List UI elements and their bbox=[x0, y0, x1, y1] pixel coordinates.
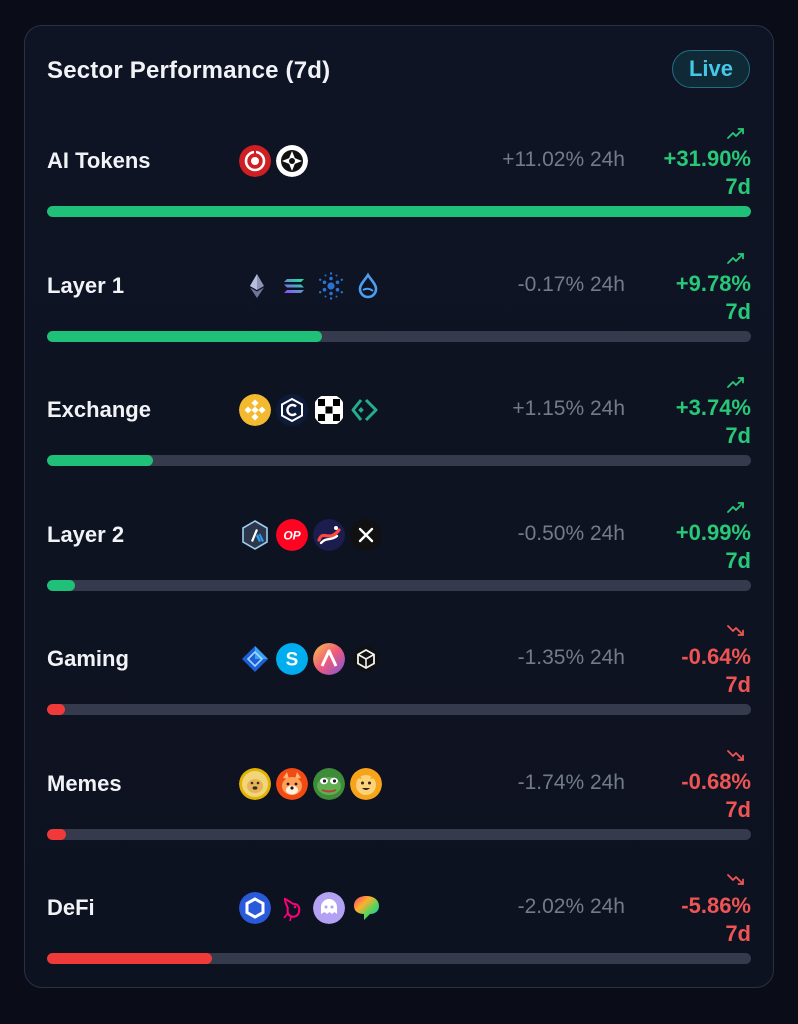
axie-coin-icon bbox=[313, 643, 345, 675]
change-7d: -0.68% bbox=[681, 768, 751, 794]
sector-name: Layer 1 bbox=[47, 272, 125, 298]
change-7d: +0.99% bbox=[675, 519, 751, 545]
cronos-coin-icon bbox=[276, 394, 308, 426]
change-24h: -0.50% 24h bbox=[517, 521, 625, 545]
performance-bar-fill bbox=[47, 455, 153, 466]
change-24h: -1.74% 24h bbox=[517, 770, 625, 794]
performance-bar-fill bbox=[47, 206, 751, 217]
sui-coin-icon bbox=[352, 270, 384, 302]
sector-name: Exchange bbox=[47, 397, 151, 422]
shiba-inu-coin-icon bbox=[276, 767, 308, 800]
sector-name: Gaming bbox=[47, 646, 129, 671]
arbitrum-coin-icon bbox=[239, 519, 271, 551]
render-coin-icon bbox=[239, 145, 271, 177]
performance-bar-track bbox=[47, 953, 751, 964]
sector-row[interactable]: DeFi -2.02% 24h -5.86% 7d bbox=[47, 873, 751, 983]
change-7d-unit: 7d bbox=[725, 547, 751, 573]
card-title: Sector Performance (7d) bbox=[47, 57, 331, 84]
change-7d: +3.74% bbox=[675, 395, 751, 420]
performance-bar-track bbox=[47, 704, 751, 715]
sector-row[interactable]: Memes -1.74% 24h -0.68% 7d bbox=[47, 749, 751, 859]
optimism-coin-icon: OP bbox=[276, 518, 308, 551]
trend-down-icon bbox=[727, 873, 745, 887]
change-7d-unit: 7d bbox=[725, 921, 751, 946]
bonk-coin-icon bbox=[350, 767, 382, 800]
sector-row[interactable]: Layer 2 OP -0.50% 24h +0.99% 7d bbox=[47, 500, 751, 610]
immutable-coin-icon bbox=[350, 518, 382, 551]
gala-coin-icon bbox=[239, 643, 271, 675]
performance-bar-track bbox=[47, 206, 751, 217]
performance-bar-fill bbox=[47, 704, 65, 715]
sandbox-coin-icon: S bbox=[276, 643, 308, 675]
performance-bar-track bbox=[47, 828, 751, 840]
sector-row[interactable]: Exchange +1.15% 24h +3.74% 7d bbox=[47, 375, 751, 485]
sector-row[interactable]: AI Tokens +11.02% 24h +31.90% 7d bbox=[47, 126, 751, 236]
change-7d: -5.86% bbox=[681, 893, 751, 918]
lido-coin-icon bbox=[313, 892, 345, 924]
change-24h: -1.35% 24h bbox=[517, 646, 625, 669]
change-24h: +1.15% 24h bbox=[512, 397, 625, 420]
sector-coin-icons bbox=[239, 892, 382, 924]
live-badge[interactable]: Live bbox=[672, 50, 750, 88]
change-7d-unit: 7d bbox=[725, 174, 751, 199]
trend-up-icon bbox=[727, 251, 745, 265]
cardano-coin-icon bbox=[315, 270, 347, 302]
ethereum-coin-icon bbox=[241, 270, 273, 302]
enjin-coin-icon bbox=[350, 643, 382, 675]
sector-coin-icons bbox=[241, 270, 384, 302]
sector-row[interactable]: Layer 1 -0.17% 24h +9.78% 7d bbox=[47, 251, 751, 361]
sector-name: AI Tokens bbox=[47, 148, 151, 173]
change-7d: +31.90% bbox=[663, 146, 751, 171]
performance-bar-track bbox=[47, 330, 751, 342]
performance-bar-fill bbox=[47, 330, 322, 342]
change-24h: +11.02% 24h bbox=[502, 148, 625, 171]
performance-bar-track bbox=[47, 455, 751, 466]
change-24h: -0.17% 24h bbox=[517, 272, 625, 296]
performance-bar-fill bbox=[47, 579, 76, 591]
sector-row[interactable]: Gaming S -1.35% 24h -0.64% 7d bbox=[47, 624, 751, 734]
change-24h: -2.02% 24h bbox=[517, 895, 625, 918]
bittensor-coin-icon bbox=[276, 145, 308, 177]
sector-coin-icons bbox=[239, 767, 382, 800]
sector-coin-icons: OP bbox=[239, 518, 382, 551]
change-7d-unit: 7d bbox=[725, 423, 751, 448]
solana-coin-icon bbox=[278, 270, 310, 302]
trend-up-icon bbox=[727, 500, 745, 514]
sector-performance-card: Sector Performance (7d) Live AI Tokens +1… bbox=[24, 25, 774, 988]
pepe-coin-icon bbox=[313, 767, 345, 800]
svg-text:OP: OP bbox=[283, 528, 301, 542]
uniswap-coin-icon bbox=[276, 892, 308, 924]
dogecoin-coin-icon bbox=[239, 767, 271, 800]
change-7d: -0.64% bbox=[681, 644, 751, 669]
sector-coin-icons: S bbox=[239, 643, 382, 675]
trend-down-icon bbox=[727, 624, 745, 638]
sector-name: Layer 2 bbox=[47, 521, 125, 547]
starknet-coin-icon bbox=[313, 518, 345, 551]
performance-bar-track bbox=[47, 579, 751, 591]
ethena-coin-icon bbox=[350, 892, 382, 924]
sector-coin-icons bbox=[239, 394, 382, 426]
chainlink-coin-icon bbox=[239, 892, 271, 924]
bnb-coin-icon bbox=[239, 394, 271, 426]
kucoin-coin-icon bbox=[350, 394, 382, 426]
trend-up-icon bbox=[727, 126, 745, 140]
performance-bar-fill bbox=[47, 953, 213, 964]
change-7d-unit: 7d bbox=[725, 298, 751, 324]
change-7d-unit: 7d bbox=[725, 672, 751, 697]
okb-coin-icon bbox=[313, 394, 345, 426]
svg-text:S: S bbox=[286, 650, 299, 671]
sector-name: DeFi bbox=[47, 895, 95, 920]
change-7d: +9.78% bbox=[675, 270, 751, 296]
sector-coin-icons bbox=[239, 145, 308, 177]
trend-up-icon bbox=[727, 375, 745, 389]
sector-name: Memes bbox=[47, 770, 122, 796]
trend-down-icon bbox=[727, 749, 745, 763]
performance-bar-fill bbox=[47, 828, 66, 840]
change-7d-unit: 7d bbox=[725, 796, 751, 822]
